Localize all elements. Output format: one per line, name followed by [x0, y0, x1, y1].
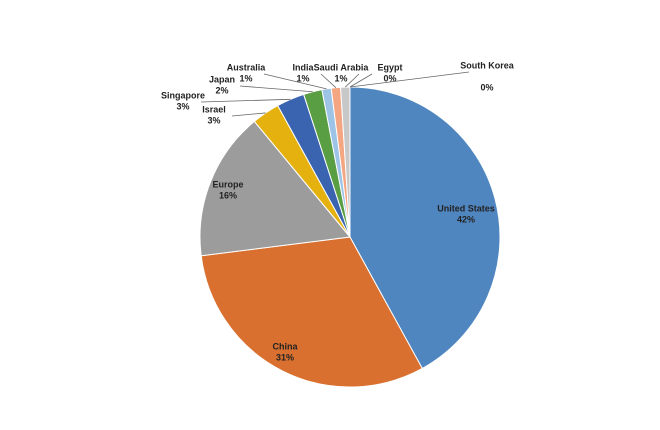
slice-label: Egypt [377, 62, 402, 72]
slice-label: United States [437, 203, 495, 213]
leader-line [345, 73, 360, 88]
slice-label: Japan [209, 74, 235, 84]
leader-line [349, 71, 470, 88]
slice-value-label: 42% [457, 214, 475, 224]
leader-line [349, 73, 373, 88]
slice-value-label: 3% [207, 115, 220, 125]
slice-value-label: 3% [176, 101, 189, 111]
slice-value-label: 31% [276, 352, 294, 362]
slice-value-label: 1% [239, 73, 252, 83]
slice-label: South Korea [460, 60, 514, 70]
leader-line [200, 98, 291, 103]
slice-value-label: 16% [219, 190, 237, 200]
pie-slice [200, 236, 423, 388]
slice-label: Singapore [161, 90, 205, 100]
slice-value-label: 0% [480, 82, 493, 92]
slice-value-label: 1% [296, 73, 309, 83]
slice-label: Australia [227, 62, 267, 72]
slice-label: India [292, 62, 314, 72]
leader-line [320, 73, 337, 88]
slice-label: Israel [202, 104, 226, 114]
leader-line [239, 85, 313, 93]
pie-slice [349, 86, 501, 370]
leader-line [231, 112, 266, 117]
slice-value-label: 1% [334, 73, 347, 83]
slice-label: Saudi Arabia [314, 62, 370, 72]
slice-label: Europe [212, 179, 243, 189]
pie-slice [199, 120, 351, 257]
leader-line [263, 73, 327, 90]
slice-value-label: 2% [215, 85, 228, 95]
slice-label: China [272, 341, 298, 351]
slice-value-label: 0% [383, 73, 396, 83]
